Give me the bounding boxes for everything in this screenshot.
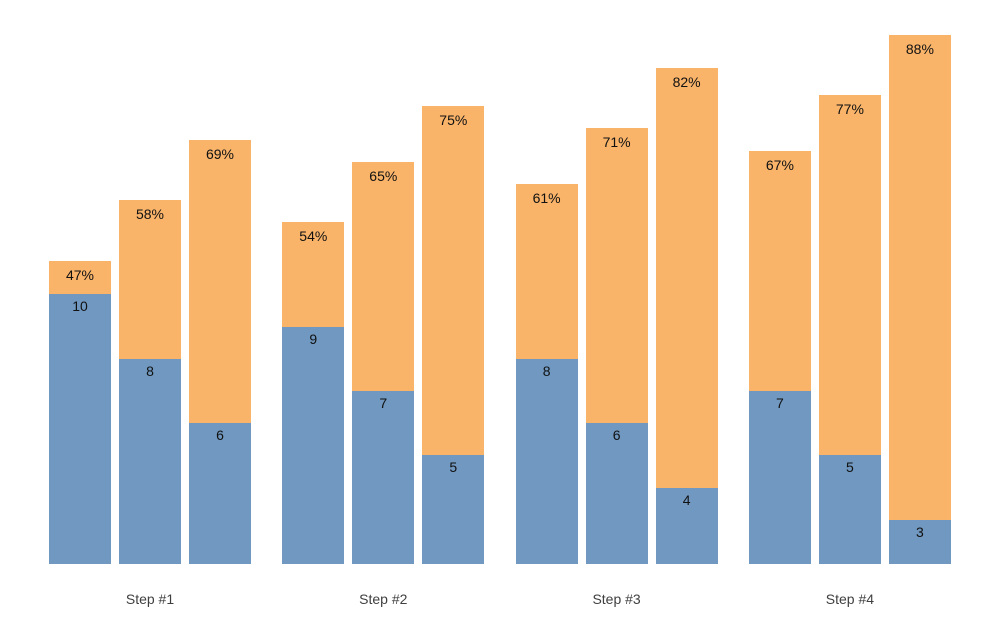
bar-bottom-segment [119, 358, 181, 564]
bar-bottom-segment [748, 390, 811, 564]
x-axis-category-label: Step #3 [592, 591, 641, 607]
bar-bottom-segment [818, 455, 881, 564]
bar-bottom-segment [585, 423, 648, 564]
bar-top-segment [888, 34, 951, 564]
bar-bottom-segment [282, 326, 345, 564]
bar-bottom-segment [515, 358, 578, 564]
x-axis-category-label: Step #2 [359, 591, 408, 607]
bar-bottom-segment [422, 455, 485, 564]
bar-bottom-segment [49, 294, 111, 564]
bar-bottom-segment [352, 390, 415, 564]
x-axis-category-label: Step #1 [125, 591, 175, 607]
bar-bottom-segment [888, 519, 951, 564]
bar-top-segment [655, 67, 718, 564]
bar-bottom-segment [189, 423, 251, 564]
bar-bottom-segment [655, 487, 718, 564]
x-axis-category-label: Step #4 [825, 591, 875, 607]
